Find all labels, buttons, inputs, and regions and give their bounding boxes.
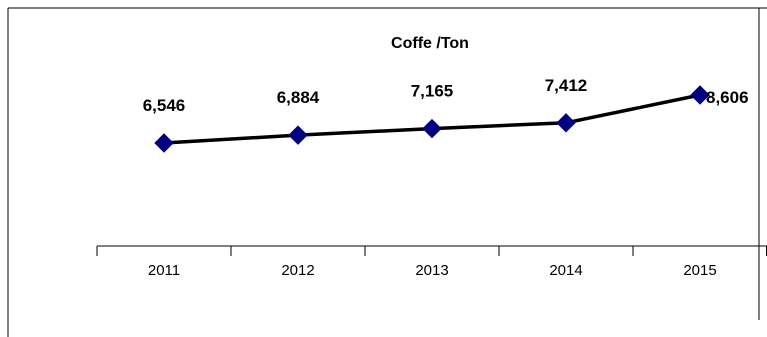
data-label: 6,546 — [143, 96, 186, 115]
chart-title: Coffe /Ton — [391, 35, 469, 52]
x-tick-label: 2013 — [415, 262, 448, 279]
data-label: 7,412 — [545, 76, 588, 95]
data-label: 8,606 — [706, 88, 749, 107]
x-tick-label: 2012 — [281, 262, 314, 279]
x-tick-label: 2014 — [549, 262, 582, 279]
data-point-marker — [422, 118, 442, 139]
data-point-marker — [690, 85, 710, 105]
data-labels-group: 6,546 6,884 7,165 7,412 8,606 — [143, 76, 749, 115]
x-axis: 2011 2012 2013 2014 2015 — [96, 245, 767, 279]
data-label: 6,884 — [277, 88, 320, 107]
data-point-marker — [288, 125, 308, 145]
data-point-marker — [154, 133, 174, 153]
x-tick-label: 2015 — [683, 262, 716, 279]
data-point-marker — [556, 113, 576, 133]
markers-group — [154, 85, 710, 153]
x-tick-label: 2011 — [148, 262, 180, 279]
data-label: 7,165 — [411, 82, 454, 101]
